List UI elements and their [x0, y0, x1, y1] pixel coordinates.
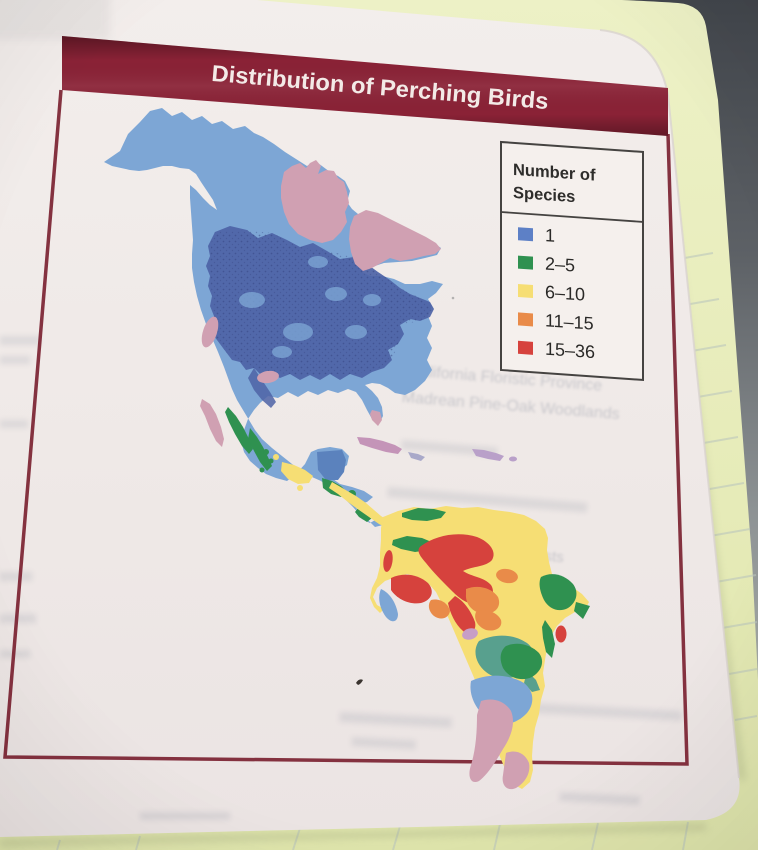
photo-of-textbook-page: California Floristic Province Madrean Pi…: [0, 0, 758, 850]
photo-vignette: [0, 0, 758, 850]
